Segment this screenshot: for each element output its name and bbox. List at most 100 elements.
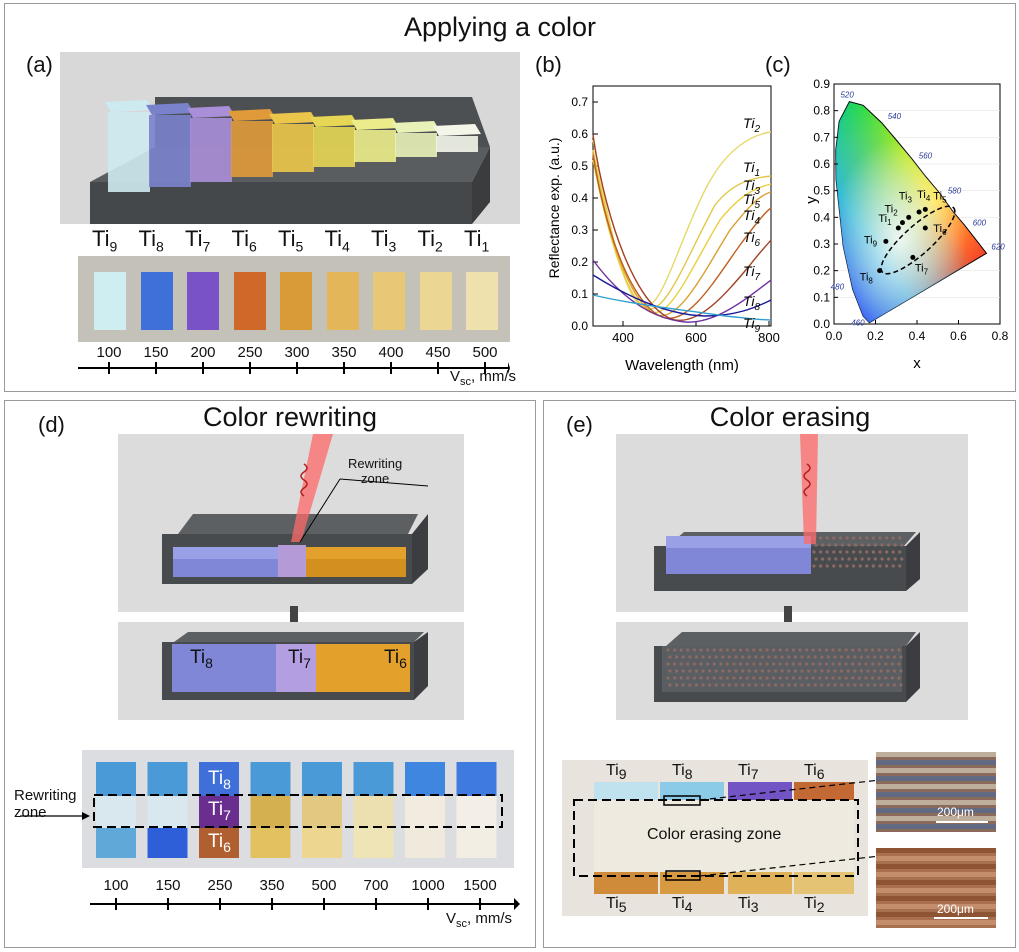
c-ytick-2: 0.2 [813, 264, 830, 278]
reflectance-curve-6 [592, 259, 772, 323]
scale-label-1: 200μm [937, 805, 974, 819]
rewriting-zone-label: Rewriting zone [348, 456, 402, 486]
d-mid-0 [96, 796, 136, 828]
panel-e-title: Color erasing [709, 402, 871, 432]
sample-label-7: Ti2 [417, 226, 443, 255]
curve-label-5: Ti6 [743, 229, 761, 249]
d-side-zone-label: Rewriting zone [14, 787, 77, 821]
c-ytick-9: 0.9 [813, 77, 830, 91]
d-block-label-ti7: Ti7 [288, 647, 311, 671]
d-top-7 [456, 762, 497, 796]
chroma-point-5 [922, 225, 928, 231]
color-erasing-zone-label: Color erasing zone [647, 826, 782, 843]
c-xtick-4: 0.8 [992, 329, 1009, 343]
b-ytick-6: 0.6 [571, 127, 588, 141]
top-panel [4, 3, 1016, 392]
chroma-label-4: Ti5 [933, 190, 947, 204]
chroma-label-6: Ti7 [915, 262, 929, 276]
reflectance-curve-4 [592, 154, 772, 319]
panel-c-label: (c) [765, 52, 791, 77]
d-top-2 [199, 762, 239, 796]
panel-d-label: (d) [38, 412, 65, 437]
chroma-point-8 [883, 238, 889, 244]
chroma-label-0: Ti1 [878, 213, 892, 227]
d-swatch-label-ti6: Ti6 [208, 831, 231, 855]
rewriting-zone-label-top: Rewriting [348, 456, 403, 471]
chroma-point-7 [877, 268, 883, 274]
chroma-label-3: Ti4 [917, 189, 931, 203]
panel-a-label: (a) [26, 52, 53, 77]
block-front-8 [436, 136, 478, 152]
curve-label-4: Ti4 [743, 207, 761, 227]
panel-c-chromaticity-diagram: 520 540 560 580 600 620 480 460 0.0 0.1 0.2 0.3 0.4… [803, 77, 1009, 372]
d-mid-5 [353, 796, 394, 828]
d-speed-label-2: 250 [207, 877, 233, 894]
c-ytick-4: 0.4 [813, 210, 830, 224]
panel-e-label: (e) [566, 412, 593, 437]
swatch-4 [280, 272, 312, 330]
c-xtick-3: 0.6 [950, 329, 967, 343]
panel-d-sample-photo [82, 750, 514, 868]
e-bottom-label-1: Ti4 [672, 895, 693, 916]
d-bot-1 [147, 828, 188, 858]
speed-label-7: 450 [425, 344, 451, 361]
d-top-1 [147, 762, 188, 796]
curve-label-6: Ti7 [743, 263, 761, 283]
d-side-zone-label-bottom: zone [14, 804, 47, 821]
block-front-1 [149, 115, 191, 187]
panel-b-label: (b) [535, 52, 562, 77]
panel-d [4, 400, 536, 948]
c-ytick-8: 0.8 [813, 104, 830, 118]
axis-base: V [450, 368, 461, 385]
panel-d-rewrite-illustration [118, 434, 464, 612]
e-top-label-3: Ti6 [804, 762, 825, 783]
speed-label-0: 100 [96, 344, 122, 361]
axis-unit: , mm/s [471, 368, 517, 385]
block-front-3 [231, 121, 273, 177]
block-1 [146, 103, 194, 115]
speed-label-2: 200 [190, 344, 216, 361]
e-bottom-label-2: Ti3 [738, 895, 759, 916]
chroma-point-6 [910, 254, 916, 260]
chroma-point-3 [916, 209, 922, 215]
chroma-label-7: Ti8 [860, 272, 874, 286]
b-xtick-1: 600 [685, 330, 707, 345]
panel-e-erase-illustration [616, 434, 968, 612]
swatch-1 [140, 272, 173, 330]
panel-b-ylabel: Reflectance exp. (a.u.) [546, 138, 562, 279]
block-2 [187, 106, 235, 118]
panel-d-title: Color rewriting [202, 402, 378, 432]
c-ytick-5: 0.5 [813, 184, 830, 198]
panel-a-speed-axis [78, 362, 510, 374]
sample-label-5: Ti4 [324, 226, 350, 255]
top-title: Applying a color [403, 12, 597, 42]
block-front-0 [108, 112, 150, 192]
d-top-0 [96, 762, 136, 796]
rewriting-zone-label-bottom: zone [360, 471, 390, 486]
speed-label-5: 350 [331, 344, 357, 361]
speed-label-1: 150 [143, 344, 169, 361]
b-ytick-0: 0.0 [571, 319, 588, 333]
block-0 [105, 100, 153, 112]
d-top-6 [405, 762, 445, 796]
e-top-label-2: Ti7 [738, 762, 759, 783]
wavelength-mark-6: 480 [831, 282, 845, 291]
chroma-point-0 [895, 225, 901, 231]
block-8 [433, 124, 481, 136]
c-xtick-0: 0.0 [826, 329, 843, 343]
b-ytick-4: 0.4 [571, 191, 588, 205]
block-3 [228, 109, 276, 121]
panel-b-xlabel: Wavelength (nm) [625, 357, 739, 374]
e-bottom-label-0: Ti5 [606, 895, 627, 916]
d-bot-0 [96, 828, 136, 858]
chroma-point-1 [899, 220, 905, 226]
d-top-4 [302, 762, 342, 796]
d-mid-7 [456, 796, 497, 828]
b-ytick-1: 0.1 [571, 287, 588, 301]
panel-a-3d-blocks [60, 52, 520, 224]
panel-e-sample-photo [562, 760, 868, 916]
wavelength-mark-1: 540 [888, 112, 902, 121]
reflectance-curve-2 [592, 159, 772, 314]
d-bot-4 [302, 828, 342, 858]
block-front-5 [313, 127, 355, 167]
